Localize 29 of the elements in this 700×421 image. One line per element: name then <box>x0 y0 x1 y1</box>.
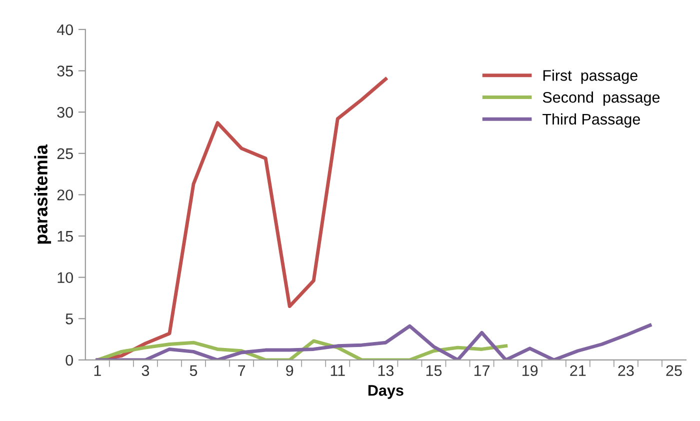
y-tick-label: 25 <box>57 148 73 160</box>
y-tick-label: 40 <box>56 24 73 36</box>
x-tick-label: 15 <box>426 365 442 376</box>
y-tick-label: 5 <box>66 314 73 324</box>
x-axis-title: Days <box>368 385 404 399</box>
y-tick-label: 20 <box>57 190 73 200</box>
x-tick-label: 7 <box>238 365 246 376</box>
x-tick-label: 21 <box>570 365 586 376</box>
x-tick-label: 1 <box>94 365 101 376</box>
legend-label: Third Passage <box>542 113 640 128</box>
legend-label: First passage <box>543 70 638 84</box>
line-series <box>96 324 652 360</box>
x-tick-label: 3 <box>142 365 150 376</box>
x-tick-label: 25 <box>666 365 682 376</box>
y-axis-title: parasitemia <box>34 144 52 244</box>
y-tick-label: 15 <box>58 231 73 242</box>
x-tick-label: 13 <box>378 365 394 376</box>
x-tick-label: 9 <box>286 365 294 376</box>
x-tick-label: 23 <box>618 365 634 376</box>
y-tick-label: 10 <box>58 272 73 284</box>
y-tick-label: 35 <box>57 66 73 76</box>
x-tick-label: 17 <box>474 365 490 376</box>
x-tick-label: 19 <box>522 365 538 376</box>
y-tick-label: 0 <box>66 354 73 366</box>
x-tick-label: 11 <box>330 365 345 376</box>
x-tick-label: 5 <box>190 365 198 376</box>
legend-label: Second passage <box>542 92 660 106</box>
line-series <box>96 339 508 360</box>
y-tick-label: 30 <box>57 106 73 118</box>
